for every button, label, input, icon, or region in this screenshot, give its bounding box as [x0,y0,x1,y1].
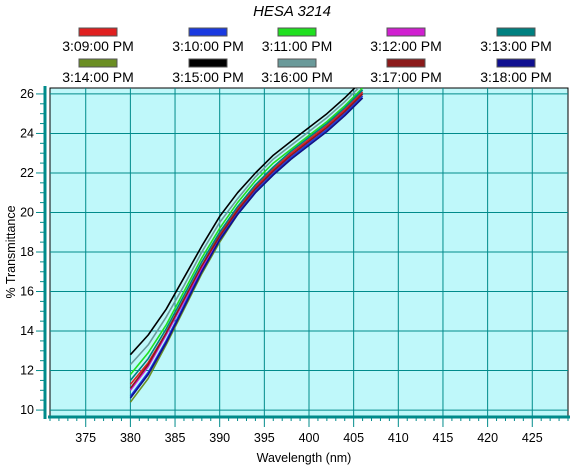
series-group [129,88,364,403]
x-tick-label: 400 [299,431,320,445]
x-tick-label: 415 [433,431,454,445]
series-line-5 [129,89,364,381]
series-line-7 [129,88,356,356]
y-axis-label: % Transmittance [4,205,18,298]
x-tick-label: 420 [477,431,498,445]
legend-label: 3:17:00 PM [370,69,442,85]
legend-swatch [496,58,536,68]
y-ticks: 10 12 14 16 18 20 22 24 26 [20,87,45,417]
x-tick-label: 410 [388,431,409,445]
legend-swatch [78,27,118,37]
series-line-8 [129,88,360,366]
y-tick-label: 10 [20,403,34,417]
y-tick-label: 20 [20,205,34,219]
legend-label: 3:15:00 PM [172,69,244,85]
legend-swatch [188,58,228,68]
legend: 3:09:00 PM 3:10:00 PM 3:11:00 PM 3:12:00 PM… [62,27,552,85]
legend-swatch [386,27,426,37]
legend-label: 3:09:00 PM [62,38,134,54]
grid [50,88,568,416]
legend-label: 3:11:00 PM [262,38,333,54]
y-tick-label: 12 [20,364,34,378]
legend-swatch [496,27,536,37]
series-line-10 [129,97,364,399]
legend-label: 3:12:00 PM [370,38,442,54]
x-tick-label: 390 [209,431,230,445]
x-tick-label: 375 [75,431,96,445]
y-tick-label: 18 [20,245,34,259]
series-line-9 [129,93,364,389]
legend-swatch [277,58,317,68]
series-line-2 [129,95,364,397]
y-tick-label: 16 [20,285,34,299]
chart-title: HESA 3214 [253,3,331,20]
legend-swatch [386,58,426,68]
series-line-3 [129,88,364,376]
legend-swatch [78,58,118,68]
legend-swatch [188,27,228,37]
legend-label: 3:10:00 PM [172,38,244,54]
legend-label: 3:14:00 PM [62,69,134,85]
x-ticks: 375 380 385 390 395 400 405 410 415 420 425 [49,417,569,445]
x-tick-label: 405 [343,431,364,445]
y-tick-label: 22 [20,166,34,180]
y-tick-label: 14 [20,324,34,338]
x-tick-label: 425 [522,431,543,445]
x-tick-label: 385 [165,431,186,445]
legend-label: 3:13:00 PM [480,38,552,54]
x-tick-label: 380 [120,431,141,445]
x-axis-label: Wavelength (nm) [257,451,352,465]
y-tick-label: 24 [20,126,34,140]
legend-label: 3:16:00 PM [261,69,333,85]
legend-label: 3:18:00 PM [480,69,552,85]
legend-swatch [277,27,317,37]
y-tick-label: 26 [20,87,34,101]
x-tick-label: 395 [254,431,275,445]
